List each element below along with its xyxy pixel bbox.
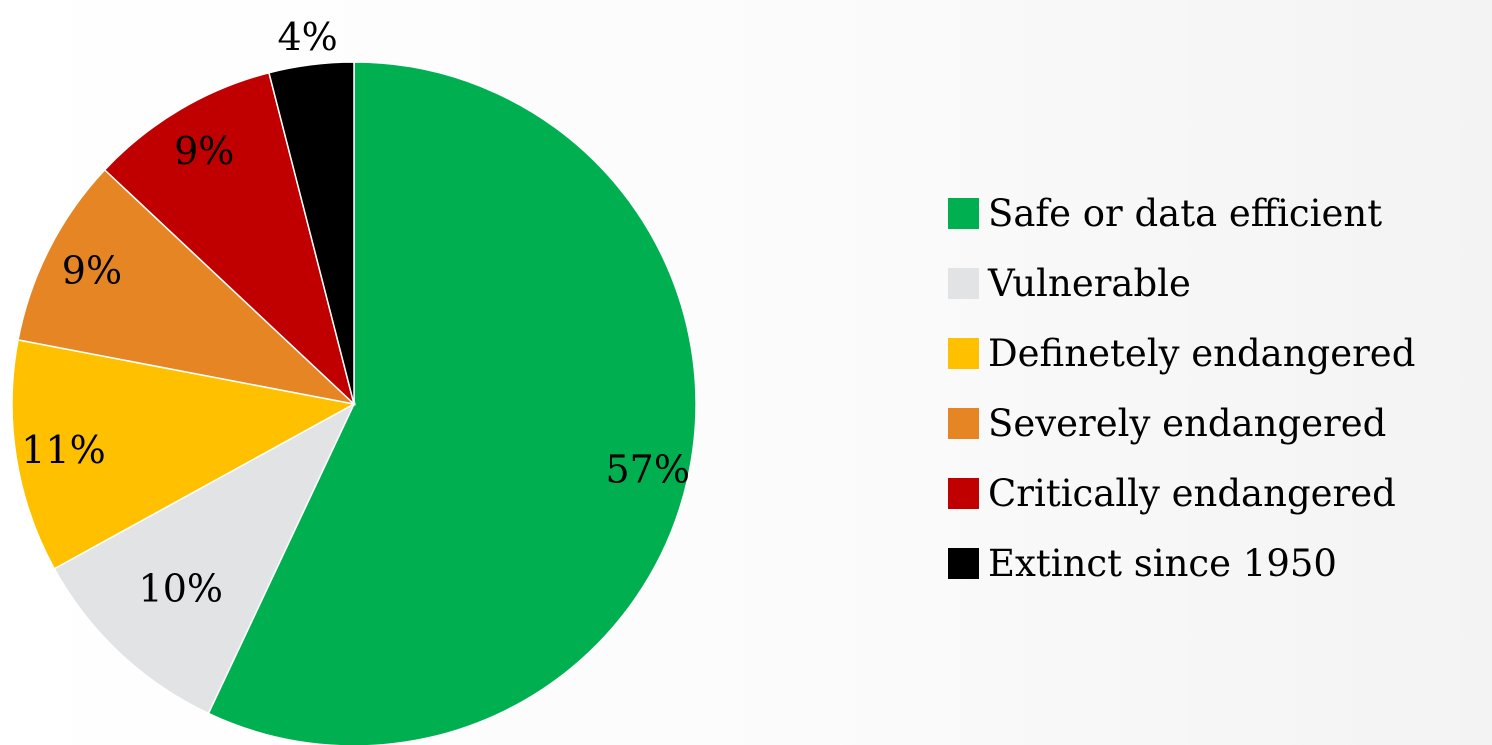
pie-slices [11, 61, 697, 745]
legend-item: Vulnerable [948, 248, 1415, 318]
legend-swatch [948, 407, 979, 439]
pie-slice-1 [207, 61, 697, 745]
legend-item: Definetely endangered [948, 318, 1415, 388]
legend-swatch [948, 477, 979, 509]
chart-legend: Safe or data efficient Vulnerable Definete… [948, 178, 1415, 598]
legend-item: Critically endangered [948, 458, 1415, 528]
legend-label: Definetely endangered [988, 331, 1416, 375]
pie-slice-2 [53, 402, 356, 715]
legend-swatch [948, 267, 979, 299]
legend-item: Severely endangered [948, 388, 1415, 458]
pie-slice-5 [103, 71, 356, 407]
slice-value-label: 10% [139, 566, 223, 610]
pie-value-labels: 57% 10% 11% 9% 9% 4% [21, 15, 690, 611]
slice-value-label: 4% [277, 15, 337, 59]
legend-swatch [948, 337, 979, 369]
legend-label: Severely endangered [988, 401, 1387, 445]
legend-label: Extinct since 1950 [988, 541, 1337, 585]
slice-value-label: 57% [605, 448, 689, 492]
slice-value-label: 9% [62, 248, 122, 292]
legend-item: Extinct since 1950 [948, 528, 1415, 598]
pie-slice-3 [11, 339, 357, 570]
slice-value-label: 9% [174, 129, 234, 173]
legend-swatch [948, 197, 979, 229]
legend-label: Vulnerable [988, 261, 1191, 305]
pie-slice-6 [268, 61, 355, 405]
legend-item: Safe or data efficient [948, 178, 1415, 248]
pie-slice-4 [17, 168, 357, 406]
legend-label: Safe or data efficient [988, 191, 1383, 235]
legend-swatch [948, 547, 979, 579]
slice-value-label: 11% [21, 428, 105, 472]
legend-label: Critically endangered [988, 471, 1396, 515]
